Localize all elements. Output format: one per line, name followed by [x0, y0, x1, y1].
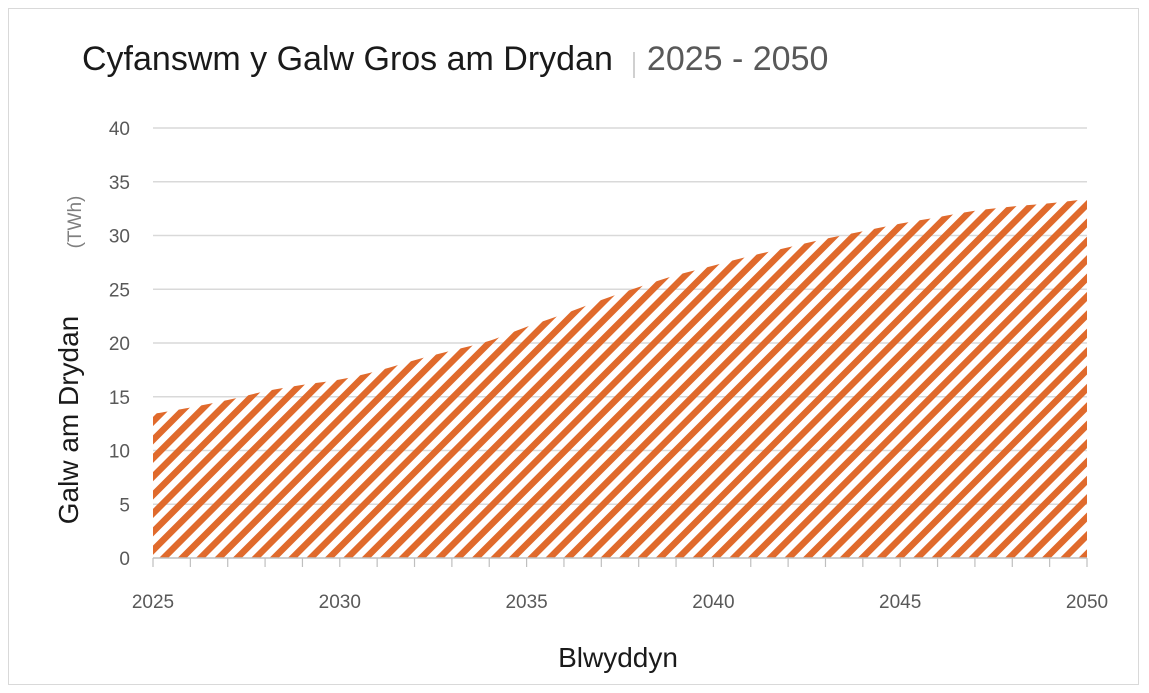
- y-tick-labels: 0 5 10 15 20 25 30 35 40: [109, 119, 130, 570]
- y-axis-title: Galw am Drydan: [53, 316, 84, 525]
- y-tick-label: 30: [109, 227, 130, 248]
- chart-title: Cyfanswm y Galw Gros am Drydan: [82, 40, 613, 78]
- y-tick-label: 35: [109, 173, 130, 194]
- y-tick-label: 5: [119, 495, 130, 516]
- chart-subtitle: 2025 - 2050: [646, 40, 829, 78]
- area-series: [153, 198, 1087, 558]
- y-tick-label: 0: [119, 549, 130, 570]
- y-tick-label: 25: [109, 280, 130, 301]
- x-tick-label: 2030: [319, 592, 361, 613]
- x-tick-label: 2035: [505, 592, 547, 613]
- x-tick-label: 2045: [879, 592, 921, 613]
- y-tick-label: 10: [109, 442, 130, 463]
- y-axis-unit: (TWh): [65, 196, 86, 249]
- y-tick-label: 20: [109, 334, 130, 355]
- chart-title-row: Cyfanswm y Galw Gros am Drydan 2025 - 20…: [82, 40, 828, 90]
- title-separator: [632, 52, 635, 78]
- x-axis-title: Blwyddyn: [558, 642, 678, 673]
- y-tick-label: 40: [109, 119, 130, 140]
- x-tick-label: 2050: [1066, 592, 1108, 613]
- y-tick-label: 15: [109, 388, 130, 409]
- x-tick-marks: [152, 558, 1088, 567]
- x-tick-label: 2040: [692, 592, 734, 613]
- x-tick-label: 2025: [132, 592, 174, 613]
- x-tick-labels: 2025 2030 2035 2040 2045 2050: [132, 592, 1108, 613]
